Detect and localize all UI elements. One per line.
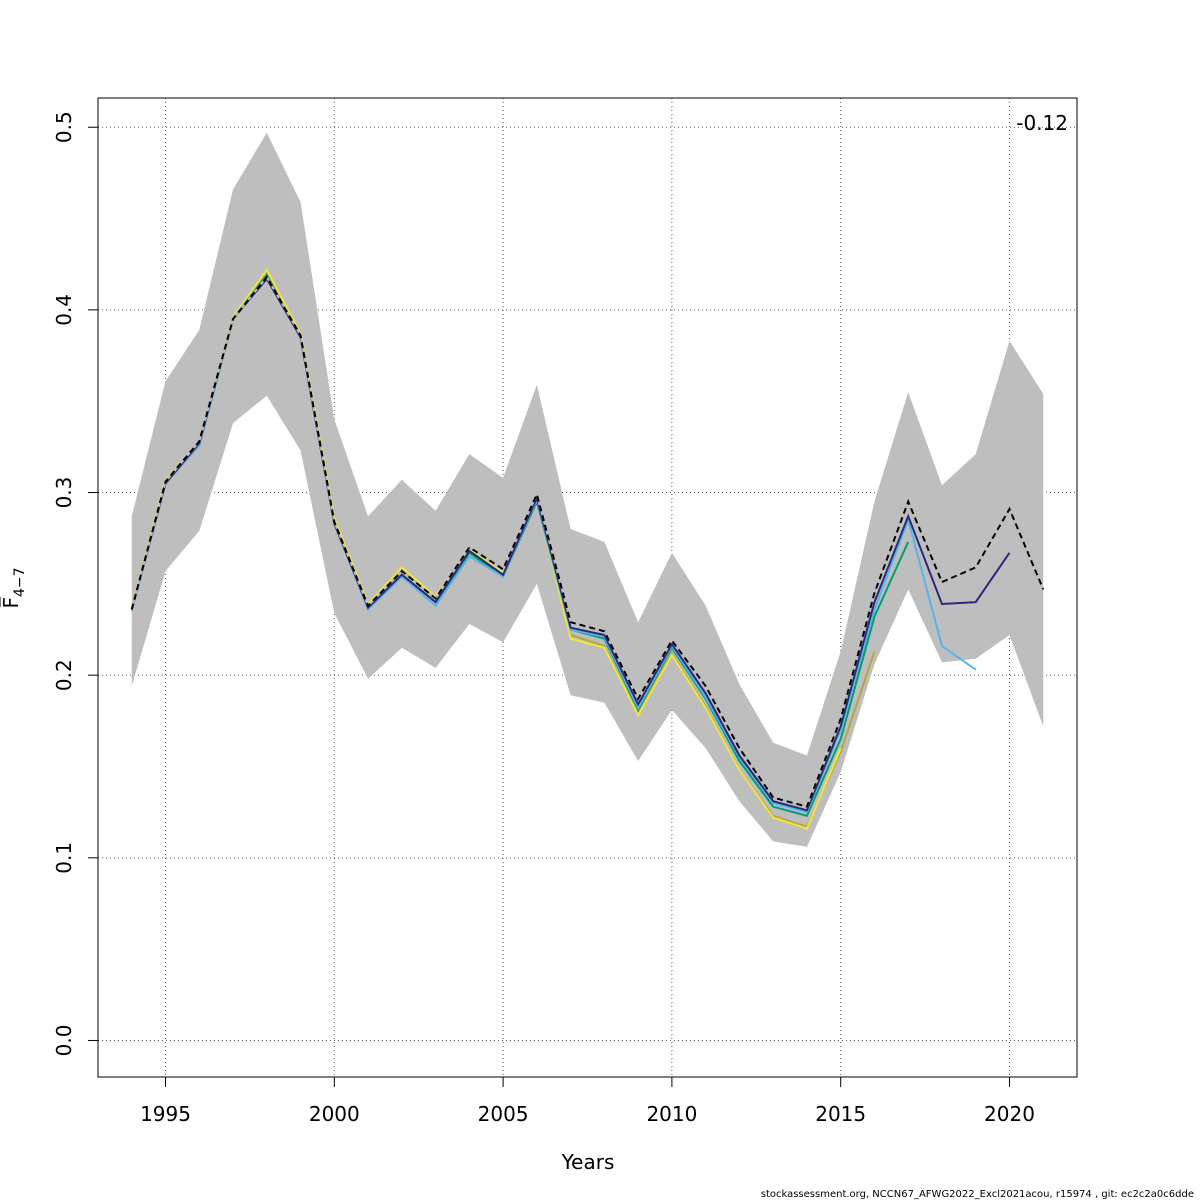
y-tick-label-0: 0.0 xyxy=(52,1025,76,1057)
plot-frame xyxy=(97,97,1078,1078)
series-line-1 xyxy=(130,267,842,830)
y-tick-label-3: 0.3 xyxy=(52,477,76,509)
x-tick-label-0: 1995 xyxy=(140,1102,191,1126)
x-tick-label-4: 2015 xyxy=(815,1102,866,1126)
y-tick-label-4: 0.4 xyxy=(52,294,76,326)
confidence-band xyxy=(131,132,1044,847)
footer-credit: stockassessment.org, NCCN67_AFWG2022_Exc… xyxy=(761,1189,1194,1200)
y-tick-label-2: 0.2 xyxy=(52,659,76,691)
rho-annotation: -0.12 xyxy=(1016,111,1068,135)
y-tick-label-1: 0.1 xyxy=(52,842,76,874)
x-axis: 1995 2000 2005 2010 2015 2020 xyxy=(140,1077,1035,1126)
y-tick-label-5: 0.5 xyxy=(52,111,76,143)
y-axis-title-main: F̅ xyxy=(0,596,23,609)
series-line-5 xyxy=(130,275,1045,808)
y-axis-title: F̅4−7 xyxy=(0,567,28,608)
x-tick-label-2: 2005 xyxy=(478,1102,529,1126)
x-axis-title: Years xyxy=(561,1150,615,1174)
y-axis-title-subscript: 4−7 xyxy=(12,567,28,597)
confidence-band-area xyxy=(131,132,1044,847)
x-tick-label-3: 2010 xyxy=(646,1102,697,1126)
x-tick-label-1: 2000 xyxy=(309,1102,360,1126)
y-axis: 0.0 0.1 0.2 0.3 0.4 0.5 xyxy=(52,111,98,1056)
series-lines xyxy=(130,267,1045,830)
x-tick-label-5: 2020 xyxy=(984,1102,1035,1126)
